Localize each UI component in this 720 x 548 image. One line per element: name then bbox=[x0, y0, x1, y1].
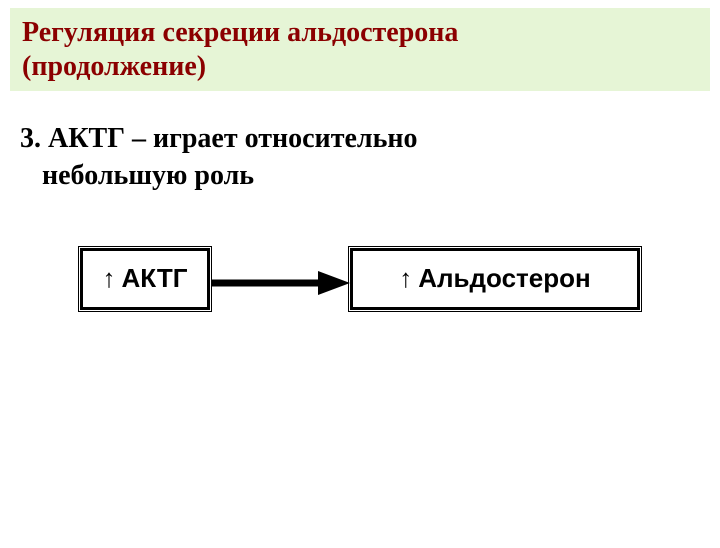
header-box: Регуляция секреции альдостерона (продолж… bbox=[10, 8, 710, 91]
up-arrow-icon: ↑ bbox=[103, 263, 116, 294]
subtitle-line1: 3. АКТГ – играет относительно bbox=[20, 121, 700, 157]
up-arrow-icon: ↑ bbox=[399, 263, 412, 294]
subtitle: 3. АКТГ – играет относительно небольшую … bbox=[20, 121, 700, 194]
header-title-line2: (продолжение) bbox=[22, 50, 698, 84]
node-aldosterone: ↑ Альдостерон bbox=[350, 248, 640, 310]
node-aldosterone-label: Альдостерон bbox=[418, 263, 590, 294]
subtitle-line2: небольшую роль bbox=[20, 158, 700, 194]
header-title-line1: Регуляция секреции альдостерона bbox=[22, 16, 698, 50]
node-aktg-label: АКТГ bbox=[122, 263, 188, 294]
arrow-edge bbox=[210, 268, 350, 298]
node-aktg: ↑ АКТГ bbox=[80, 248, 210, 310]
flowchart-diagram: ↑ АКТГ ↑ Альдостерон bbox=[80, 234, 640, 334]
